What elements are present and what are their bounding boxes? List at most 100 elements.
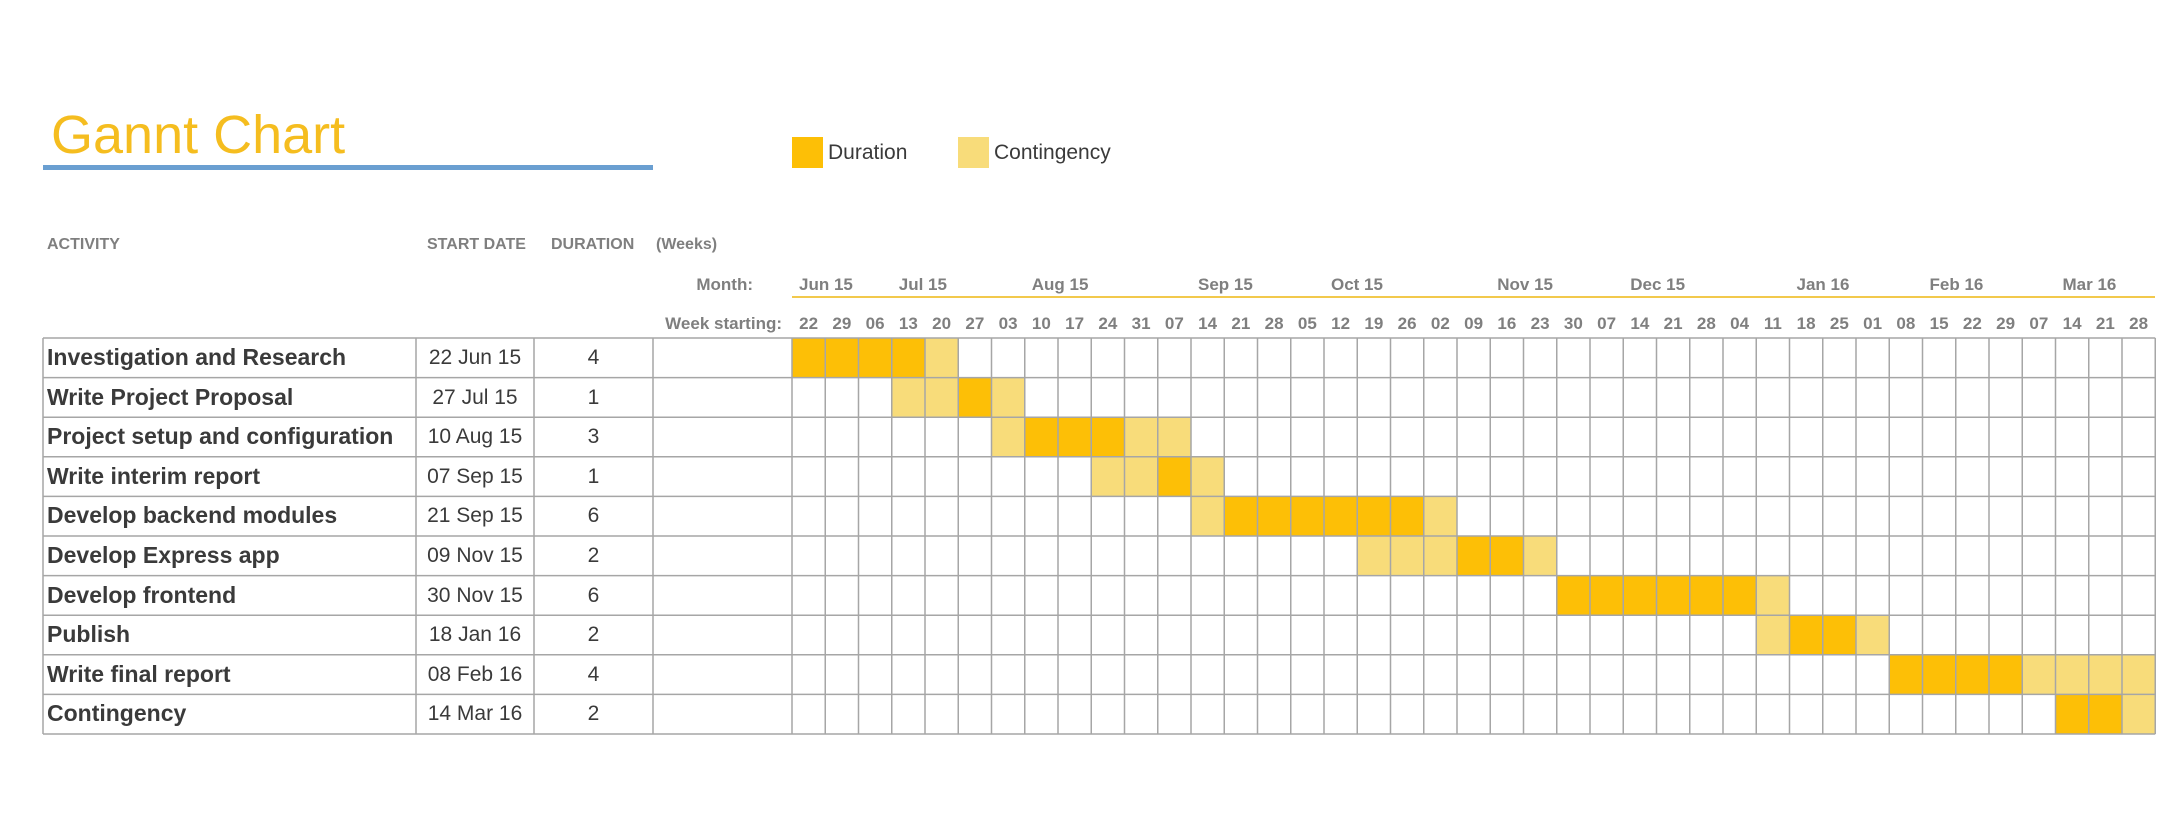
week-label: 28	[1264, 314, 1284, 333]
duration-value: 1	[587, 385, 600, 409]
duration-bar-cell	[1889, 654, 1923, 695]
week-label: 14	[2062, 314, 2082, 333]
duration-bar-cell	[891, 338, 925, 378]
week-label: 05	[1297, 314, 1317, 333]
week-label: 07	[2029, 314, 2049, 333]
week-label: 11	[1763, 314, 1782, 333]
header-weeks: (Weeks)	[656, 236, 718, 253]
duration-value: 4	[587, 662, 600, 686]
duration-value: 4	[587, 346, 600, 369]
duration-bar-cell	[825, 338, 859, 378]
duration-value: 6	[587, 504, 600, 528]
contingency-bar-cell	[2088, 654, 2122, 695]
week-label: 27	[965, 314, 985, 333]
start-date: 22 Jun 15	[428, 346, 522, 369]
start-date: 27 Jul 15	[432, 385, 518, 409]
week-label: 01	[1863, 314, 1883, 333]
month-label: Jan 16	[1796, 275, 1850, 294]
duration-bar-cell	[858, 338, 892, 378]
start-date: 30 Nov 15	[427, 583, 523, 607]
start-date: 10 Aug 15	[427, 425, 523, 449]
month-label: Sep 15	[1198, 275, 1253, 294]
month-label: Jun 15	[799, 275, 853, 294]
contingency-bar-cell	[991, 377, 1025, 418]
week-label: 29	[832, 314, 852, 333]
contingency-bar-cell	[891, 377, 925, 418]
month-label: Oct 15	[1331, 275, 1383, 294]
week-label: 20	[932, 314, 952, 333]
activity-name: Develop backend modules	[47, 502, 338, 529]
activity-name: Develop Express app	[47, 542, 280, 568]
contingency-bar-cell	[1756, 575, 1790, 616]
contingency-bar-cell	[1191, 496, 1225, 536]
week-label: 22	[799, 314, 819, 333]
duration-value: 3	[587, 425, 600, 449]
duration-bar-cell	[1955, 654, 1989, 695]
duration-value: 2	[587, 702, 600, 726]
start-date: 14 Mar 16	[427, 702, 523, 726]
contingency-bar-cell	[1124, 456, 1158, 497]
contingency-bar-cell	[2122, 694, 2156, 734]
week-label: 06	[865, 314, 885, 333]
week-label: 14	[1630, 314, 1650, 333]
week-row-label: Week starting:	[665, 314, 782, 333]
duration-value: 1	[587, 464, 600, 488]
start-date: 07 Sep 15	[427, 464, 523, 488]
start-date: 08 Feb 16	[427, 662, 523, 686]
duration-bar-cell	[792, 338, 826, 378]
week-label: 09	[1464, 314, 1484, 333]
contingency-bar-cell	[1124, 417, 1158, 457]
week-label: 19	[1364, 314, 1384, 333]
activity-name: Contingency	[47, 700, 187, 727]
activity-name: Write Project Proposal	[47, 383, 294, 410]
activity-name: Project setup and configuration	[47, 423, 394, 450]
duration-bar-cell	[1689, 575, 1723, 616]
week-label: 04	[1730, 314, 1750, 333]
month-label: Jul 15	[898, 275, 947, 294]
week-label: 13	[898, 314, 918, 333]
duration-bar-cell	[1290, 496, 1324, 536]
page-title: Gannt Chart	[51, 105, 346, 165]
duration-bar-cell	[1390, 496, 1424, 536]
week-label: 21	[1663, 314, 1683, 333]
month-label: Dec 15	[1630, 275, 1686, 294]
contingency-bar-cell	[1091, 456, 1125, 497]
duration-bar-cell	[1091, 417, 1125, 457]
title-underline	[43, 165, 653, 170]
week-label: 23	[1530, 314, 1550, 333]
contingency-bar-cell	[925, 377, 959, 418]
week-label: 26	[1397, 314, 1417, 333]
legend-contingency-label: Contingency	[994, 141, 1111, 164]
duration-bar-cell	[1324, 496, 1358, 536]
contingency-bar-cell	[1423, 496, 1457, 536]
legend-duration-swatch	[792, 137, 823, 168]
duration-bar-cell	[1922, 654, 1956, 695]
legend-contingency-swatch	[958, 137, 989, 168]
contingency-bar-cell	[1191, 456, 1225, 497]
header-activity: ACTIVITY	[47, 236, 120, 253]
duration-value: 6	[587, 583, 600, 607]
start-date: 09 Nov 15	[427, 544, 523, 567]
contingency-bar-cell	[1856, 615, 1890, 655]
duration-bar-cell	[1257, 496, 1291, 536]
duration-bar-cell	[1457, 536, 1491, 576]
week-label: 17	[1065, 314, 1085, 333]
activity-name: Develop frontend	[47, 581, 237, 608]
contingency-bar-cell	[991, 417, 1025, 457]
duration-bar-cell	[1490, 536, 1524, 576]
duration-bar-cell	[2088, 694, 2122, 734]
activity-name: Write interim report	[47, 462, 260, 489]
contingency-bar-cell	[2022, 654, 2056, 695]
duration-bar-cell	[958, 377, 992, 418]
week-label: 28	[2129, 314, 2149, 333]
month-row-label: Month:	[696, 275, 753, 294]
duration-bar-cell	[2055, 694, 2089, 734]
month-label: Aug 15	[1031, 275, 1089, 294]
duration-bar-cell	[1157, 456, 1191, 497]
duration-bar-cell	[1656, 575, 1690, 616]
week-label: 10	[1031, 314, 1051, 333]
week-label: 16	[1497, 314, 1517, 333]
legend-duration-label: Duration	[828, 141, 908, 164]
contingency-bar-cell	[1390, 536, 1424, 576]
activity-name: Write final report	[47, 660, 231, 687]
